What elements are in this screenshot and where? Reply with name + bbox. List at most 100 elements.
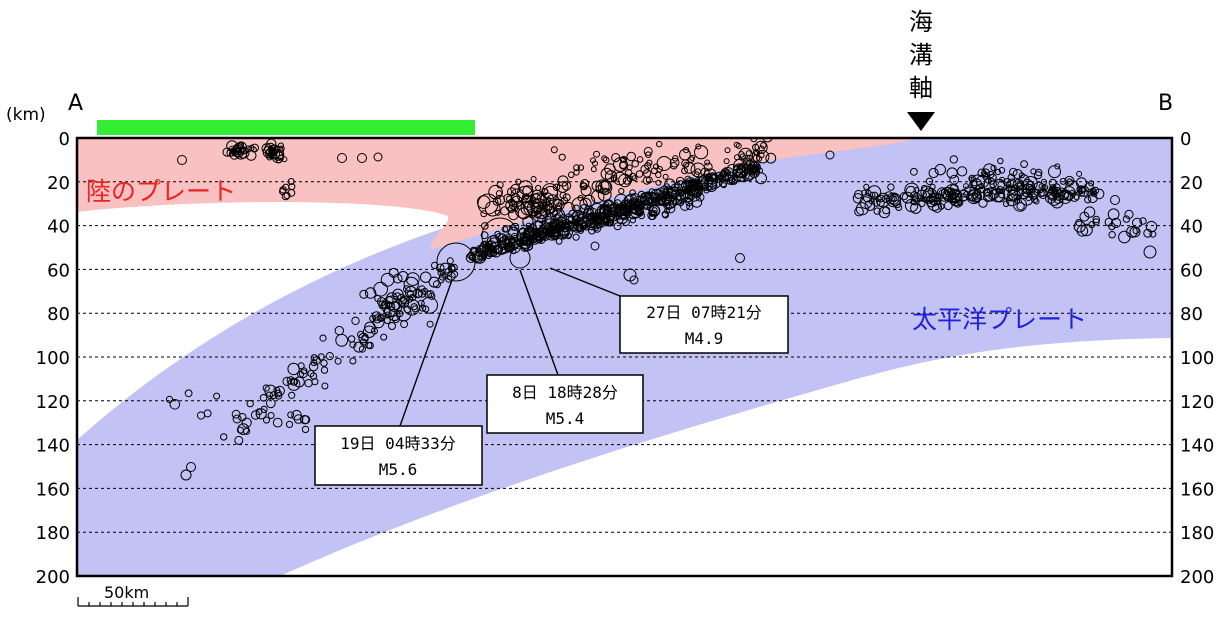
depth-tick-left-60: 60 (47, 260, 70, 281)
hypocenter-circle (268, 151, 275, 159)
depth-tick-left-160: 160 (36, 479, 70, 500)
hypocenter-circle (383, 317, 391, 325)
hypocenter-circle (320, 359, 328, 367)
hypocenter-circle (397, 271, 409, 283)
hypocenter-circle (949, 155, 958, 164)
hypocenter-circle (359, 289, 369, 299)
hypocenter-circle (373, 281, 389, 297)
hypocenter-circle (496, 181, 504, 189)
hypocenter-circle (298, 369, 308, 379)
hypocenter-circle (983, 191, 994, 203)
hypocenter-circle (364, 287, 377, 299)
callout-leaders (399, 267, 621, 427)
hypocenter-circle (613, 222, 622, 231)
hypocenter-circle (527, 244, 534, 250)
hypocenter-circle (1143, 228, 1153, 238)
pacific-plate-label: 太平洋プレート (912, 305, 1087, 334)
depth-tick-right-0: 0 (1180, 129, 1191, 150)
hypocenter-circle (1059, 177, 1067, 185)
depth-tick-right-200: 200 (1180, 567, 1214, 588)
hypocenter-circle (863, 183, 870, 190)
hypocenter-circle (396, 310, 404, 318)
hypocenter-circle (683, 147, 690, 154)
hypocenter-circle (687, 180, 698, 192)
depth-unit-label: (km) (6, 105, 46, 125)
hypocenter-circle (861, 189, 868, 196)
hypocenter-circle (675, 189, 686, 201)
hypocenter-circle (947, 188, 963, 204)
hypocenter-circle (536, 234, 546, 244)
hypocenter-circle (495, 232, 505, 242)
hypocenter-circle (420, 271, 432, 283)
hypocenter-circle (737, 163, 744, 171)
hypocenter-circle (405, 272, 420, 287)
hypocenter-circle (539, 207, 548, 216)
hypocenter-circle (593, 225, 599, 232)
hypocenter-circle (612, 171, 627, 186)
hypocenter-circle (497, 241, 505, 249)
hypocenter-circle (637, 190, 646, 199)
hypocenter-circle (259, 394, 268, 402)
hypocenter-circle (873, 207, 881, 215)
hypocenter-circle (508, 209, 519, 221)
hypocenter-circle (910, 167, 918, 176)
hypocenter-circle (1006, 194, 1013, 201)
hypocenter-circle (232, 414, 242, 424)
hypocenter-circle (265, 398, 276, 409)
hypocenter-circle (1079, 211, 1090, 222)
hypocenter-circle (1038, 183, 1045, 190)
hypocenter-circle (255, 408, 267, 420)
hypocenter-circle (388, 322, 396, 330)
trench-label-char-1: 海 (909, 8, 933, 36)
trench-label-char-2: 溝 (909, 41, 933, 69)
hypocenter-circle (876, 198, 885, 207)
hypocenter-circle (353, 341, 365, 353)
hypocenter-circle (703, 177, 717, 191)
hypocenter-circle (312, 356, 321, 365)
hypocenter-circle (651, 197, 658, 204)
hypocenter-circle (997, 157, 1004, 165)
hypocenter-circle (579, 203, 590, 214)
hypocenter-circle (864, 200, 876, 211)
hypocenter-circle (590, 241, 600, 251)
hypocenter-circle (865, 189, 872, 197)
hypocenter-circle (577, 227, 585, 234)
hypocenter-circle (1092, 215, 1101, 224)
hypocenter-circle (990, 164, 997, 171)
hypocenter-circle (558, 153, 566, 161)
hypocenter-circle (438, 273, 446, 281)
hypocenter-circle (664, 192, 671, 199)
hypocenter-circle (936, 187, 948, 199)
hypocenter-circle (325, 352, 334, 361)
hypocenter-circle (1124, 209, 1134, 219)
leader-line-8 (519, 269, 559, 376)
hypocenter-circle (243, 427, 251, 435)
hypocenter-circle (477, 193, 499, 215)
hypocenter-circle (515, 178, 522, 185)
hypocenter-circle (319, 334, 327, 342)
hypocenter-circle (587, 212, 595, 221)
hypocenter-circle (220, 433, 228, 441)
hypocenter-circle (671, 189, 680, 198)
hypocenter-circle (871, 191, 879, 198)
hypocenter-circle (685, 188, 692, 195)
hypocenter-circle (752, 143, 760, 151)
hypocenter-circle (264, 142, 277, 155)
hypocenter-circle (868, 198, 875, 205)
hypocenter-circle (665, 203, 672, 211)
hypocenter-circle (281, 156, 288, 163)
hypocenter-circle (531, 233, 538, 240)
hypocenter-circle (1080, 223, 1093, 237)
hypocenter-circle (510, 183, 521, 195)
hypocenter-circle (486, 240, 497, 251)
hypocenter-circle (310, 354, 318, 362)
hypocenter-circle (681, 159, 690, 168)
hypocenter-circle (760, 142, 767, 149)
depth-tick-left-200: 200 (36, 567, 70, 588)
hypocenter-circle (636, 156, 644, 163)
hypocenter-circle (273, 386, 281, 394)
hypocenter-circle (929, 183, 936, 190)
hypocenter-circle (852, 193, 864, 204)
hypocenter-circle (642, 200, 652, 211)
hypocenter-circle (265, 391, 273, 399)
